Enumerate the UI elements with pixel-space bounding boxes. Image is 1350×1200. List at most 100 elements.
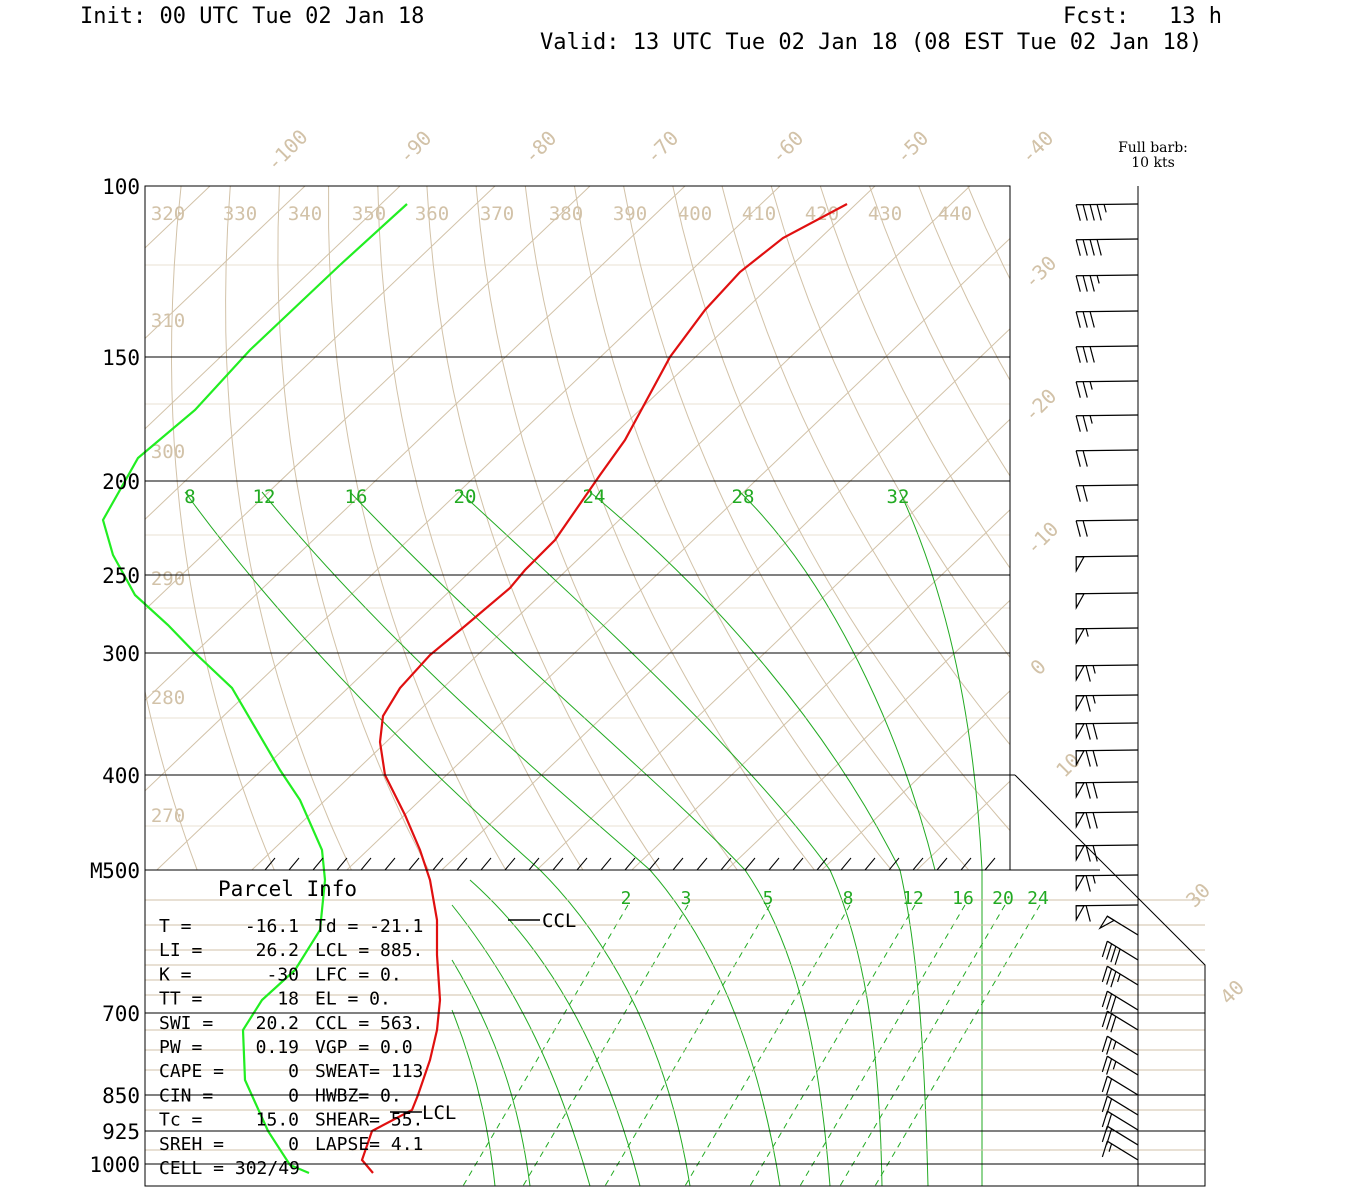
theta-e-label: 28 [732,486,755,508]
wind-barb [1075,519,1139,537]
isotherm-line [0,186,20,1186]
barb-full [1101,1011,1108,1028]
mixing-ratio-line [462,904,629,1186]
barb-full [1110,946,1117,963]
wind-barb [1075,484,1139,502]
hatch-mark [936,857,948,871]
barb-shaft [1076,722,1139,725]
theta-e-curve [539,870,691,1186]
wind-barb [1075,694,1139,712]
parcel-label: TT = [159,989,203,1010]
hatch-mark [504,857,516,871]
barb-pennant [1075,812,1086,829]
isotherm-line [775,186,1350,1186]
theta-e-label: 20 [454,486,477,508]
isotherm-label: 30 [1181,878,1215,912]
barb-shaft [1076,694,1139,697]
dry-adiabat [672,186,1010,832]
barb-full [1082,275,1088,292]
isotherm-line [145,186,306,340]
mixing-ratio-label: 5 [763,888,774,909]
theta-e-curve [184,491,541,870]
isotherm-label: -20 [1019,384,1062,427]
parcel-label-2: VGP = 0.0 [315,1037,413,1058]
barb-half [1089,381,1093,390]
wind-legend-line1: Full barb: [1118,140,1188,156]
barb-half [1108,1143,1113,1152]
theta-e-curve [451,1009,496,1186]
barb-full [1096,239,1102,256]
wind-barb [1101,1055,1139,1076]
pressure-label: 700 [102,1002,140,1026]
parcel-label: K = [159,964,192,985]
dry-adiabat [574,186,893,870]
parcel-value: 20.2 [256,1013,299,1034]
isotherm-line [145,186,591,611]
barb-shaft [1106,1095,1139,1116]
mixing-ratio-label: 24 [1027,888,1049,909]
hatch-mark [552,857,564,871]
wind-legend-line2: 10 kts [1131,155,1175,171]
pressure-label: 200 [102,470,140,494]
barb-pennant [1075,723,1086,740]
hatch-mark [480,857,492,871]
barb-half [1112,1041,1117,1050]
dry-adiabat [967,186,1010,280]
isotherm-line [631,509,1010,870]
hatch-mark [432,857,444,871]
barb-full [1101,941,1108,958]
hatch-mark [408,857,420,871]
barb-shaft [1106,1075,1139,1096]
barb-shaft [1076,904,1139,907]
theta-e-curve [459,491,831,870]
parcel-label-2: LCL = 885. [315,940,423,961]
hatch-mark [888,857,900,871]
barb-full [1101,1036,1108,1053]
hatch-mark [288,857,300,871]
wind-barb [1075,414,1139,432]
barb-full [1085,845,1091,862]
isotherm-label: -10 [1021,517,1064,560]
wind-barb [1075,874,1139,892]
barb-shaft [1076,310,1139,313]
barb-shaft [1106,1055,1139,1076]
isotherm-line [145,186,496,521]
theta-label: 270 [151,805,185,827]
barb-full [1075,485,1081,502]
barb-shaft [1076,519,1139,522]
barb-full [1085,782,1091,799]
isotherm-line [145,186,781,792]
barb-shaft [1106,965,1139,986]
barb-full [1110,1016,1117,1033]
barb-pennant [1075,593,1086,610]
wind-barb [1075,592,1139,610]
barb-full [1092,723,1098,740]
dry-adiabat [170,186,275,870]
isotherm-line [156,186,876,870]
hatch-mark [864,857,876,871]
isotherm-label: -100 [262,125,313,176]
barb-full [1085,905,1091,922]
isotherm-line [145,186,211,249]
barb-full [1106,1038,1113,1055]
barb-shaft [1106,1140,1139,1161]
barb-full [1075,311,1081,328]
isotherm-line [536,418,1010,870]
wind-barb [1075,238,1139,256]
pressure-label: 500 [102,859,140,883]
isotherm-label: 10 [1051,748,1085,782]
wind-barb [1075,627,1139,645]
barb-full [1101,1126,1108,1143]
barb-full [1082,204,1088,221]
isotherm-label: -90 [394,126,437,169]
hatch-mark [984,857,996,871]
barb-shaft [1076,380,1139,383]
barb-half [1092,695,1096,704]
barb-full [1075,239,1081,256]
barb-full [1092,812,1098,829]
pressure-label: 925 [102,1120,140,1144]
parcel-label-2: SHEAR= 55. [315,1110,423,1131]
barb-shaft [1076,844,1139,847]
barb-full [1101,1056,1108,1073]
theta-e-curve [261,491,651,870]
